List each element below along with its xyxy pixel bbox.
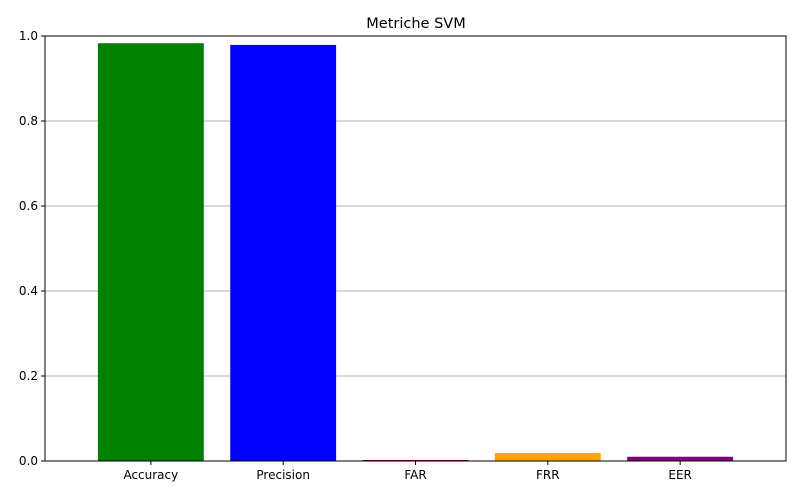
x-tick-label: FRR: [536, 468, 560, 482]
bar-frr: [494, 452, 601, 461]
chart-title: Metriche SVM: [366, 16, 465, 32]
x-tick-label: Accuracy: [123, 468, 178, 482]
y-tick-label: 0.0: [19, 454, 38, 468]
y-axis: 0.0 0.2 0.4 0.6 0.8 1.0: [19, 29, 45, 468]
bar-eer: [627, 456, 734, 461]
x-tick-label: Precision: [256, 468, 310, 482]
x-tick-label: FAR: [404, 468, 426, 482]
y-tick-label: 0.8: [19, 114, 38, 128]
y-tick-label: 0.4: [19, 284, 38, 298]
y-tick-label: 0.6: [19, 199, 38, 213]
y-tick-label: 1.0: [19, 29, 38, 43]
bar-accuracy: [97, 43, 204, 461]
x-axis: Accuracy Precision FAR FRR EER: [123, 461, 692, 482]
x-tick-label: EER: [668, 468, 692, 482]
bars: [97, 43, 734, 462]
bar-precision: [230, 44, 337, 462]
y-tick-label: 0.2: [19, 369, 38, 383]
